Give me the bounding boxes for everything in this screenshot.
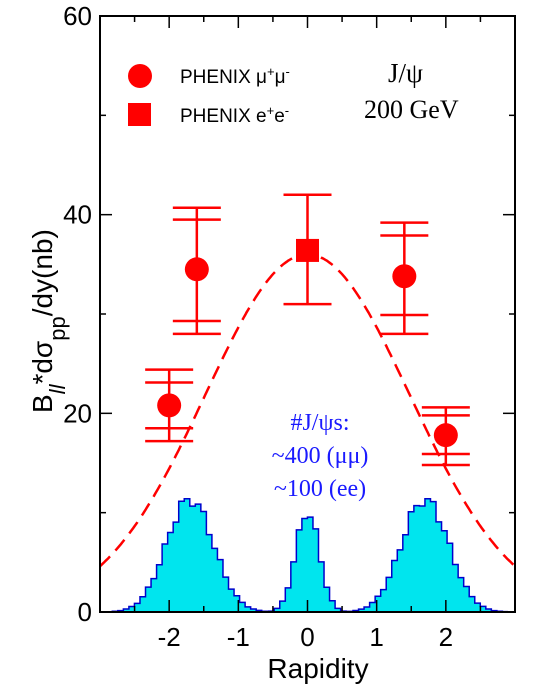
data-point-0-1	[172, 206, 221, 336]
acceptance-histogram-2	[346, 498, 508, 613]
marker-circle	[433, 423, 458, 448]
y-tick-label: 40	[63, 200, 92, 230]
legend-entry-mumu: PHENIX μ+μ-	[180, 64, 290, 89]
y-tick-label: 0	[78, 597, 92, 627]
y-tick-label: 60	[63, 1, 92, 31]
marker-circle	[392, 264, 417, 289]
legend-marker-circle	[128, 64, 152, 88]
y-tick-label: 20	[63, 398, 92, 428]
marker-square	[296, 238, 319, 262]
annotation-particle: J/ψ	[388, 58, 423, 88]
x-tick-label: 0	[300, 622, 314, 652]
data-point-1-0	[283, 193, 332, 306]
annotation-counts-mumu: ~400 (μμ)	[272, 443, 369, 469]
acceptance-histograms	[111, 498, 508, 613]
legend-marker-square	[128, 103, 151, 126]
annotation-counts-ee: ~100 (ee)	[274, 476, 366, 502]
x-tick-label: 2	[439, 622, 453, 652]
data-points	[145, 193, 470, 467]
x-tick-label: 1	[369, 622, 383, 652]
data-point-0-3	[421, 406, 470, 467]
data-point-0-2	[380, 221, 429, 336]
y-axis-title: Bll*dσpp/dy(nb)	[27, 229, 70, 413]
acceptance-histogram-0	[111, 498, 273, 613]
annotation-counts-title: #J/ψs:	[290, 410, 349, 436]
x-tick-label: -1	[227, 622, 250, 652]
legend-entry-ee: PHENIX e+e-	[180, 103, 289, 128]
acceptance-histogram-1	[267, 516, 352, 613]
x-axis-title: Rapidity	[267, 653, 368, 684]
x-tick-label: -2	[158, 622, 181, 652]
annotation-energy: 200 GeV	[364, 95, 459, 124]
marker-circle	[157, 393, 182, 418]
data-point-0-0	[145, 368, 194, 443]
marker-circle	[184, 257, 209, 282]
legend: PHENIX μ+μ- PHENIX e+e-	[128, 64, 290, 128]
